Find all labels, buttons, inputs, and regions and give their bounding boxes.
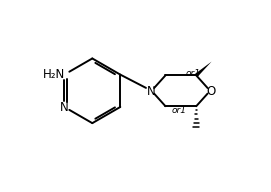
Text: or1: or1 — [185, 69, 201, 78]
Text: N: N — [147, 85, 156, 98]
Text: H₂N: H₂N — [42, 68, 65, 81]
Text: O: O — [206, 85, 215, 98]
Polygon shape — [195, 62, 212, 77]
Text: N: N — [60, 101, 69, 114]
Text: or1: or1 — [172, 106, 187, 115]
